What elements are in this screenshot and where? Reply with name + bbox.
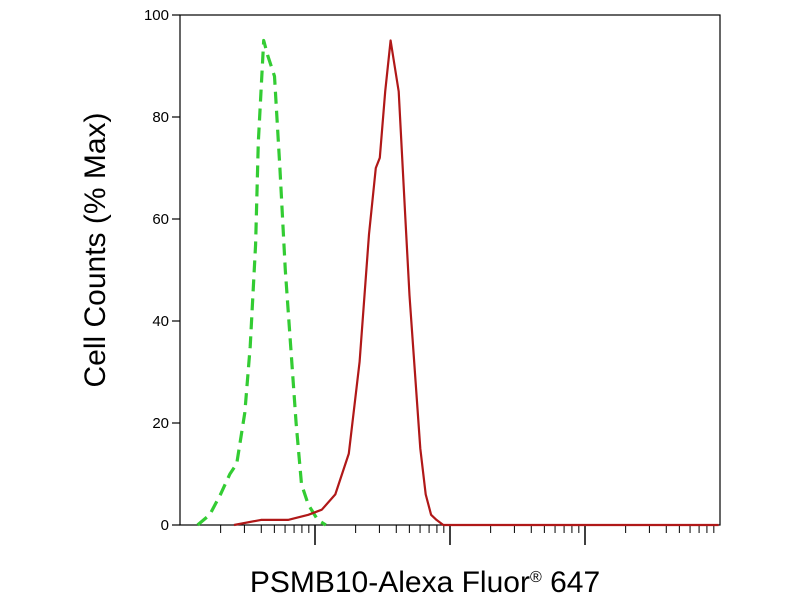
y-axis: 0 20 40 60 80 100 xyxy=(144,7,180,534)
x-axis-title-sup: ® xyxy=(530,569,542,586)
series-line-dashed xyxy=(196,38,327,527)
y-tick-label: 100 xyxy=(144,7,169,24)
x-axis xyxy=(220,525,715,545)
x-axis-title-main: PSMB10-Alexa Fluor xyxy=(250,566,530,599)
y-tick-label: 20 xyxy=(152,415,169,432)
y-tick-label: 40 xyxy=(152,313,169,330)
y-tick-label: 60 xyxy=(152,211,169,228)
x-axis-title-suffix: 647 xyxy=(542,566,600,599)
series-layer xyxy=(196,38,719,527)
y-axis-title: Cell Counts (% Max) xyxy=(79,112,112,387)
series-line-solid xyxy=(233,39,719,527)
y-tick-label: 80 xyxy=(152,109,169,126)
x-axis-title: PSMB10-Alexa Fluor® 647 xyxy=(250,566,600,599)
y-tick-label: 0 xyxy=(161,517,169,534)
